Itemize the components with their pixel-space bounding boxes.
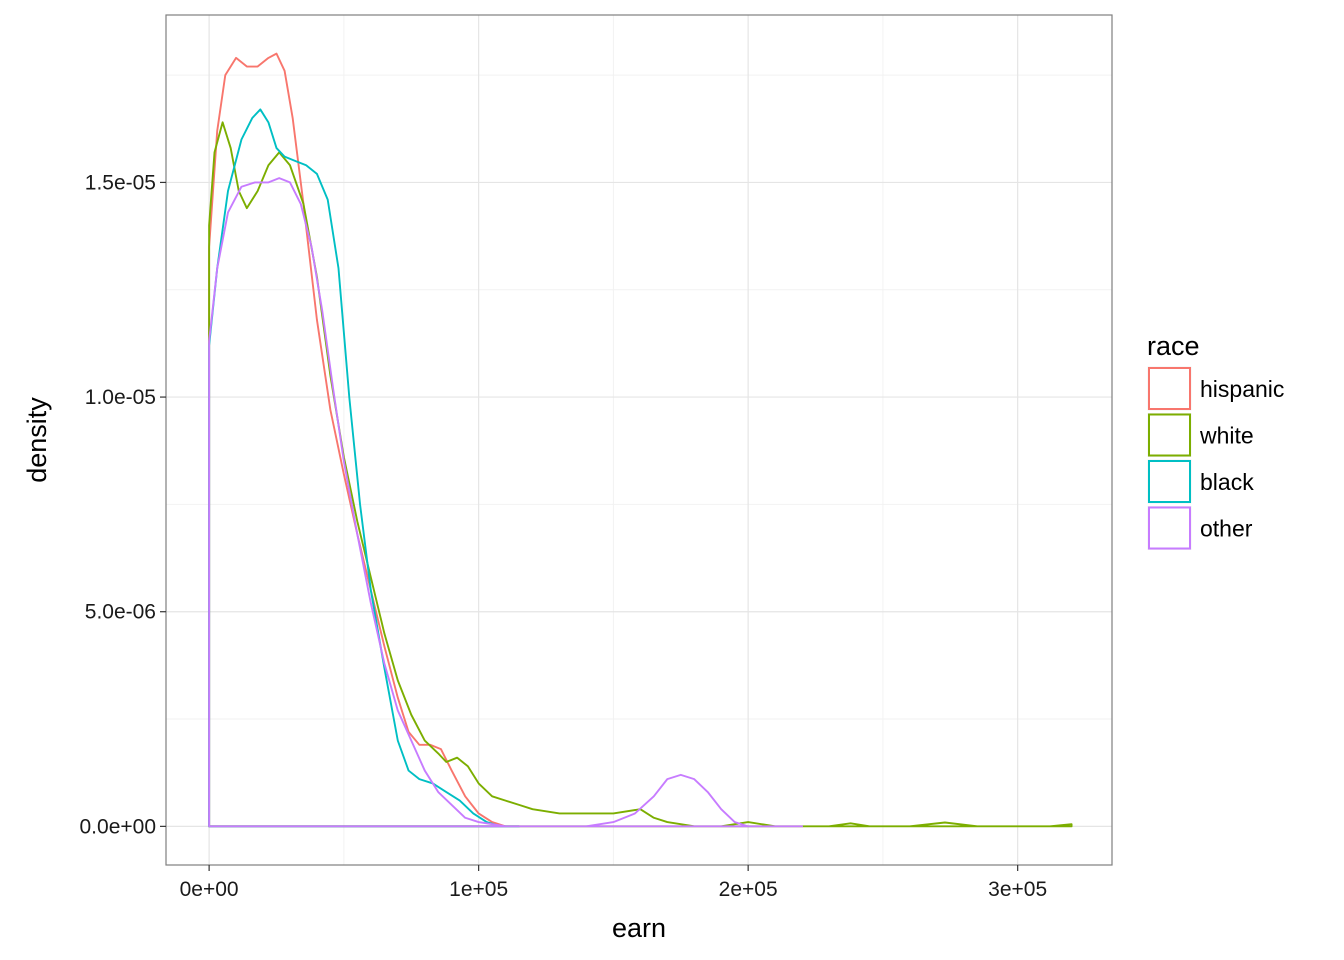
x-axis-title: earn bbox=[612, 913, 666, 943]
legend-key-white bbox=[1148, 413, 1191, 457]
legend-label-black: black bbox=[1200, 469, 1254, 495]
panel-background bbox=[166, 15, 1112, 865]
series-line-white bbox=[208, 121, 1073, 828]
plot-area bbox=[208, 52, 1073, 828]
legend-label-hispanic: hispanic bbox=[1200, 376, 1284, 402]
y-tick-label: 0.0e+00 bbox=[80, 815, 157, 838]
x-tick-label: 2e+05 bbox=[719, 878, 778, 901]
series-line-hispanic bbox=[208, 52, 521, 828]
y-tick-label: 1.0e-05 bbox=[85, 386, 156, 409]
legend-label-other: other bbox=[1200, 516, 1253, 542]
panel-border bbox=[165, 14, 1113, 866]
x-tick-label: 3e+05 bbox=[988, 878, 1047, 901]
legend-title: race bbox=[1147, 331, 1200, 361]
series-line-black bbox=[208, 108, 521, 828]
x-tick-label: 0e+00 bbox=[180, 878, 239, 901]
y-tick-label: 5.0e-06 bbox=[85, 601, 156, 624]
x-tick-label: 1e+05 bbox=[449, 878, 508, 901]
y-axis-title: density bbox=[22, 397, 52, 483]
legend: race hispanic white black other bbox=[1146, 331, 1284, 551]
legend-label-white: white bbox=[1199, 423, 1254, 449]
axes: 0e+00 1e+05 2e+05 3e+05 0.0e+00 5.0e-06 1.0e-0… bbox=[80, 171, 1048, 901]
legend-key-black bbox=[1148, 460, 1191, 503]
legend-key-hispanic bbox=[1148, 367, 1191, 410]
legend-key-other bbox=[1148, 506, 1191, 550]
y-tick-label: 1.5e-05 bbox=[85, 171, 156, 194]
series-line-other bbox=[208, 177, 804, 828]
